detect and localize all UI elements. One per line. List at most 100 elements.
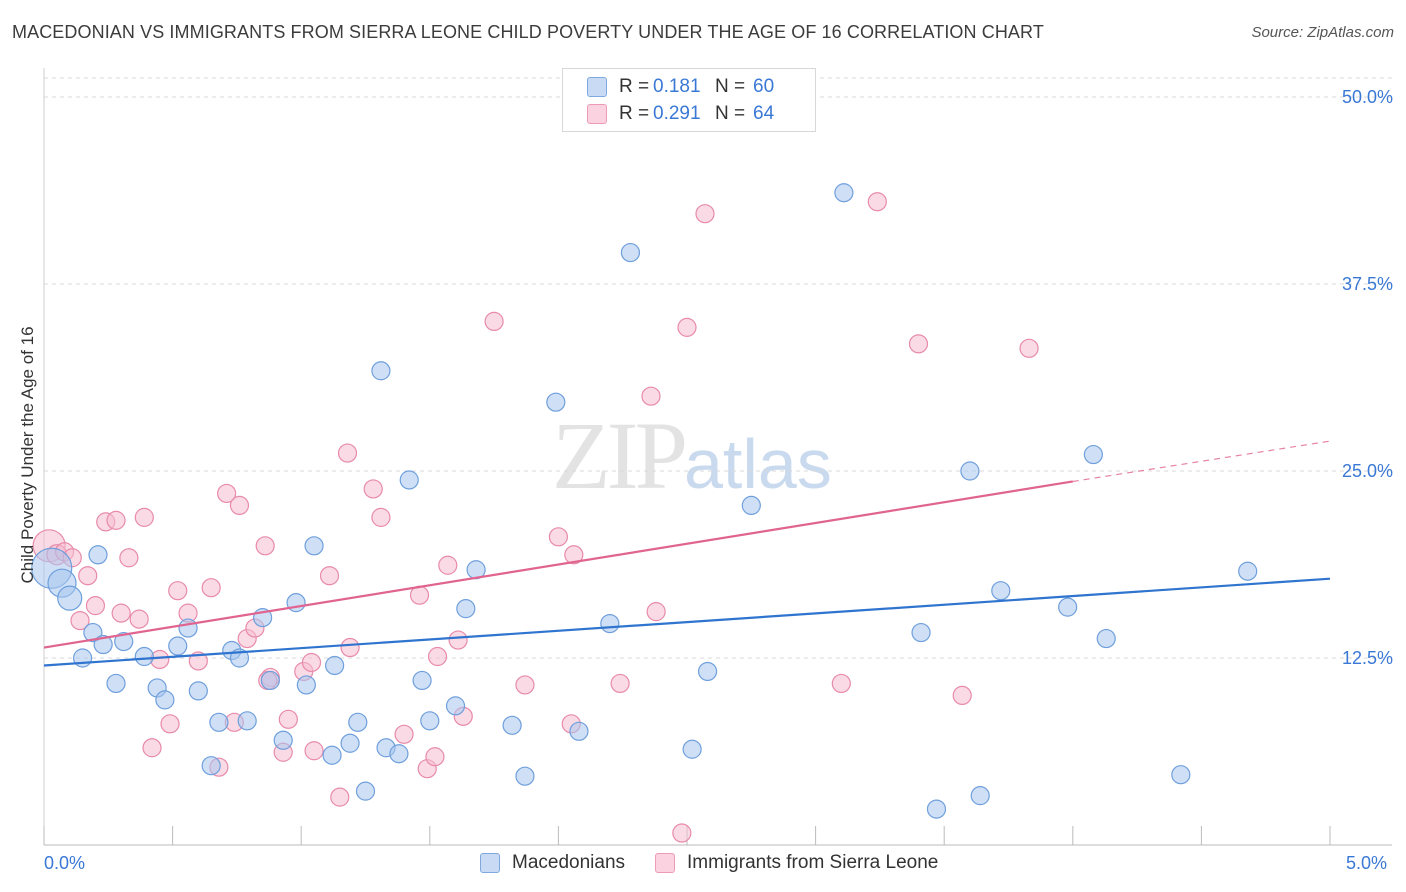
sierra-leone-point [111, 603, 131, 623]
watermark-atlas: atlas [684, 425, 832, 503]
sierra-leone-point [425, 747, 445, 767]
sierra-leone-point [129, 609, 149, 629]
macedonian-point [911, 622, 931, 643]
sierra-leone-point [641, 386, 661, 406]
sierra-leone-point [363, 479, 383, 499]
sierra-leone-point [119, 548, 139, 568]
macedonian-point [273, 730, 293, 750]
macedonian-point [991, 581, 1011, 601]
sierra-leone-point [70, 610, 90, 631]
macedonian-point [456, 599, 476, 619]
legend-r-value: 0.291 [653, 103, 701, 124]
sierra-leone-point [134, 507, 154, 527]
macedonian-point [960, 461, 980, 481]
macedonian-point [237, 711, 257, 731]
macedonian-point [93, 634, 113, 655]
sierra-leone-point [484, 311, 504, 331]
sierra-leone-point [564, 545, 584, 565]
series-label-sierra-leone: Immigrants from Sierra Leone [687, 852, 939, 873]
macedonian-point [88, 545, 108, 565]
source-label: Source: ZipAtlas.com [1251, 24, 1394, 41]
sierra-leone-point [340, 637, 360, 658]
legend-n-label: N = [715, 76, 746, 97]
sierra-leone-point [229, 495, 250, 516]
macedonian-point [1171, 765, 1191, 785]
sierra-leone-point [1019, 338, 1039, 358]
macedonian-point [1083, 444, 1103, 465]
sierra-leone-point [672, 823, 692, 843]
sierra-leone-point [337, 443, 358, 463]
sierra-leone-point [438, 555, 458, 575]
series-legend-macedonians: Macedonians [480, 852, 625, 874]
macedonian-point [168, 636, 188, 656]
sierra-leone-point [78, 566, 98, 586]
legend-n-label: N = [715, 103, 746, 124]
series-label-macedonians: Macedonians [512, 852, 626, 873]
macedonian-point [322, 745, 342, 765]
macedonian-point [697, 661, 718, 682]
sierra-leone-point [908, 334, 929, 354]
legend-r-label: R = [619, 76, 650, 97]
macedonian-point [348, 712, 368, 732]
sierra-leone-point [448, 630, 468, 650]
sierra-leone-trend-line [43, 480, 1073, 649]
series-swatch-pink [655, 853, 676, 873]
sierra-leone-point [106, 510, 126, 530]
legend-row-macedonians: R = 0.181 N = 60 [587, 75, 774, 99]
macedonian-point [155, 690, 175, 710]
sierra-leone-point [255, 536, 275, 556]
sierra-leone-point [427, 646, 448, 667]
macedonian-point [1238, 561, 1258, 581]
macedonian-point [188, 681, 208, 701]
macedonian-point [114, 631, 134, 652]
sierra-leone-point [201, 578, 221, 598]
sierra-leone-point [831, 673, 851, 694]
macedonian-point [178, 618, 198, 638]
chart-title: MACEDONIAN VS IMMIGRANTS FROM SIERRA LEO… [12, 22, 1044, 42]
sierra-leone-point [278, 709, 298, 729]
sierra-leone-point [371, 507, 391, 527]
legend-row-sierra-leone: R = 0.291 N = 64 [587, 102, 774, 126]
macedonian-point [569, 721, 589, 741]
y-axis-label: Child Poverty Under the Age of 16 [18, 326, 37, 584]
sierra-leone-point [85, 596, 106, 616]
series-legend-sierra-leone: Immigrants from Sierra Leone [655, 852, 938, 874]
sierra-leone-point [610, 673, 630, 694]
macedonian-point [1058, 597, 1078, 617]
macedonian-point [834, 183, 854, 203]
macedonian-point [926, 799, 947, 819]
sierra-leone-point [217, 483, 237, 504]
macedonian-point [209, 712, 229, 732]
watermark-zip: ZIP [552, 402, 688, 509]
macedonian-point [201, 756, 221, 776]
sierra-leone-point [160, 714, 180, 734]
sierra-leone-point [548, 527, 569, 547]
sierra-leone-point [168, 581, 188, 601]
macedonian-point [340, 733, 360, 753]
macedonian-point [546, 392, 566, 412]
macedonian-point [260, 670, 280, 691]
macedonian-point [420, 711, 440, 731]
sierra-leone-point [304, 741, 324, 761]
macedonian-point [134, 646, 154, 667]
stats-legend: R = 0.181 N = 60 R = 0.291 N = 64 [562, 68, 816, 132]
y-tick-label: 25.0% [1342, 461, 1393, 481]
y-tick-label: 50.0% [1342, 87, 1393, 107]
macedonian-point [304, 536, 324, 556]
macedonian-point [106, 673, 126, 694]
watermark: ZIPatlas [552, 400, 832, 511]
series-swatch-blue [480, 853, 500, 873]
macedonian-point [445, 696, 466, 716]
macedonian-point [1096, 628, 1116, 649]
macedonian-trend-line [43, 577, 1331, 667]
sierra-leone-point [142, 738, 162, 758]
legend-n-value: 64 [753, 103, 775, 124]
legend-swatch-pink [587, 104, 607, 124]
sierra-leone-point [646, 602, 666, 622]
sierra-leone-point [150, 649, 170, 670]
macedonian-point [57, 585, 83, 611]
sierra-leone-point [188, 651, 208, 671]
macedonian-point [741, 495, 761, 516]
sierra-leone-point [695, 204, 715, 224]
